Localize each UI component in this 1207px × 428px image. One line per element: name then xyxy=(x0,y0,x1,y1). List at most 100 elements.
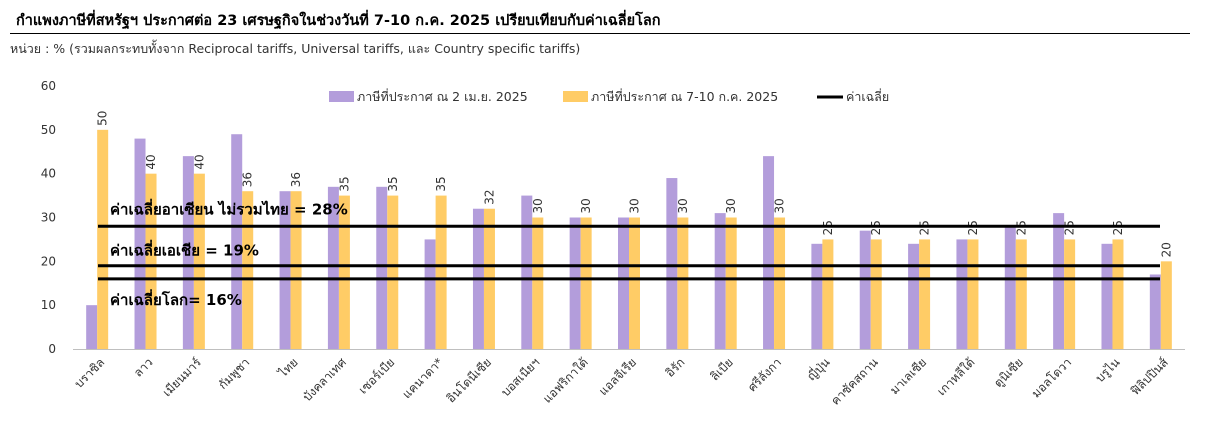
legend-label-average: ค่าเฉลี่ย xyxy=(846,88,889,104)
category-label: แอลจีเรีย xyxy=(596,355,639,398)
bar-july xyxy=(290,191,302,349)
bar-april xyxy=(811,243,823,349)
title-divider xyxy=(10,33,1190,34)
category-label: แอฟริกาใต้ xyxy=(540,355,591,406)
bar-april xyxy=(279,191,291,349)
data-label: 20 xyxy=(1159,242,1173,257)
bar-april xyxy=(569,217,581,349)
bar-july xyxy=(145,173,157,349)
bar-july xyxy=(532,217,544,349)
category-label: เซอร์เบีย xyxy=(356,355,397,396)
data-label: 35 xyxy=(434,176,448,191)
category-label: อินโดนีเซีย xyxy=(444,355,494,405)
data-label: 35 xyxy=(386,176,400,191)
bar-april xyxy=(1149,274,1161,349)
bar-july xyxy=(1064,239,1076,349)
category-label: ศรีลังกา xyxy=(745,355,784,394)
bar-july xyxy=(677,217,689,349)
bar-april xyxy=(182,156,194,349)
y-tick-label: 30 xyxy=(41,211,56,225)
data-label: 30 xyxy=(531,198,545,213)
bar-july xyxy=(580,217,592,349)
average-label: ค่าเฉลี่ยเอเชีย = 19% xyxy=(110,240,259,260)
bar-april xyxy=(908,243,920,349)
category-label: มาเลเซีย xyxy=(887,355,929,397)
category-label: ลาว xyxy=(131,355,156,380)
y-tick-label: 50 xyxy=(41,123,56,137)
category-label: บราซิล xyxy=(72,355,108,391)
bar-july xyxy=(725,217,737,349)
data-label: 40 xyxy=(144,154,158,169)
bar-april xyxy=(86,305,98,349)
average-label: ค่าเฉลี่ยโลก= 16% xyxy=(110,289,242,309)
data-label: 36 xyxy=(241,172,255,187)
data-label: 32 xyxy=(482,189,496,204)
category-label: อิรัก xyxy=(663,355,688,380)
bar-july xyxy=(193,173,205,349)
data-label: 25 xyxy=(1014,220,1028,235)
category-label: เมียนมาร์ xyxy=(160,355,204,399)
data-label: 25 xyxy=(918,220,932,235)
data-label: 50 xyxy=(96,111,110,126)
data-label: 25 xyxy=(966,220,980,235)
bar-april xyxy=(956,239,968,349)
bar-april xyxy=(714,213,726,349)
bar-july xyxy=(387,195,399,349)
bar-april xyxy=(327,186,339,349)
category-label: กัมพูชา xyxy=(216,355,253,392)
legend-label-july: ภาษีที่ประกาศ ณ 7-10 ก.ค. 2025 xyxy=(591,88,778,104)
category-label: ตูนิเซีย xyxy=(991,355,1027,391)
bar-july xyxy=(1015,239,1027,349)
data-label: 25 xyxy=(821,220,835,235)
data-label: 25 xyxy=(869,220,883,235)
category-label: บอสเนียฯ xyxy=(498,355,542,399)
bar-july xyxy=(1112,239,1124,349)
data-label: 30 xyxy=(724,198,738,213)
chart-title: กำแพงภาษีที่สหรัฐฯ ประกาศต่อ 23 เศรษฐกิจ… xyxy=(16,13,661,29)
y-tick-label: 60 xyxy=(41,79,56,93)
data-label: 25 xyxy=(1063,220,1077,235)
y-tick-label: 20 xyxy=(41,254,56,268)
y-tick-label: 0 xyxy=(48,342,56,356)
bar-july xyxy=(1160,261,1172,349)
bar-april xyxy=(424,239,436,349)
category-label: ลิเบีย xyxy=(707,355,735,383)
bar-july xyxy=(435,195,447,349)
bar-april xyxy=(1004,226,1016,349)
category-label: บรูไน xyxy=(1093,355,1124,386)
bar-july xyxy=(919,239,931,349)
category-label: เกาหลีใต้ xyxy=(934,355,977,398)
data-label: 35 xyxy=(337,176,351,191)
bar-april xyxy=(376,186,388,349)
data-label: 25 xyxy=(1111,220,1125,235)
bar-april xyxy=(763,156,775,349)
bar-july xyxy=(967,239,979,349)
bar-july xyxy=(338,195,350,349)
data-label: 30 xyxy=(773,198,787,213)
bar-july xyxy=(242,191,254,349)
y-tick-label: 10 xyxy=(41,298,56,312)
category-label: ญี่ปุ่น xyxy=(803,354,833,384)
average-label: ค่าเฉลี่ยอาเซียน ไม่รวมไทย = 28% xyxy=(110,198,348,218)
legend-swatch-april xyxy=(329,91,354,102)
bar-april xyxy=(859,230,871,349)
bar-july xyxy=(870,239,882,349)
category-label: ไทย xyxy=(275,355,300,380)
category-label: คาซัคสถาน xyxy=(828,355,881,408)
data-label: 30 xyxy=(579,198,593,213)
bar-april xyxy=(134,138,146,349)
bar-april xyxy=(521,195,533,349)
bar-april xyxy=(231,134,243,349)
bar-april xyxy=(666,178,678,349)
bar-july xyxy=(97,129,109,349)
chart-subtitle: หน่วย : % (รวมผลกระทบทั้งจาก Reciprocal … xyxy=(10,41,581,56)
data-label: 30 xyxy=(628,198,642,213)
bar-july xyxy=(822,239,834,349)
bar-april xyxy=(1101,243,1113,349)
data-label: 36 xyxy=(289,172,303,187)
category-label: ฟิลิปปินส์ xyxy=(1128,355,1171,398)
data-label: 30 xyxy=(676,198,690,213)
y-tick-label: 40 xyxy=(41,167,56,181)
bar-april xyxy=(1053,213,1065,349)
